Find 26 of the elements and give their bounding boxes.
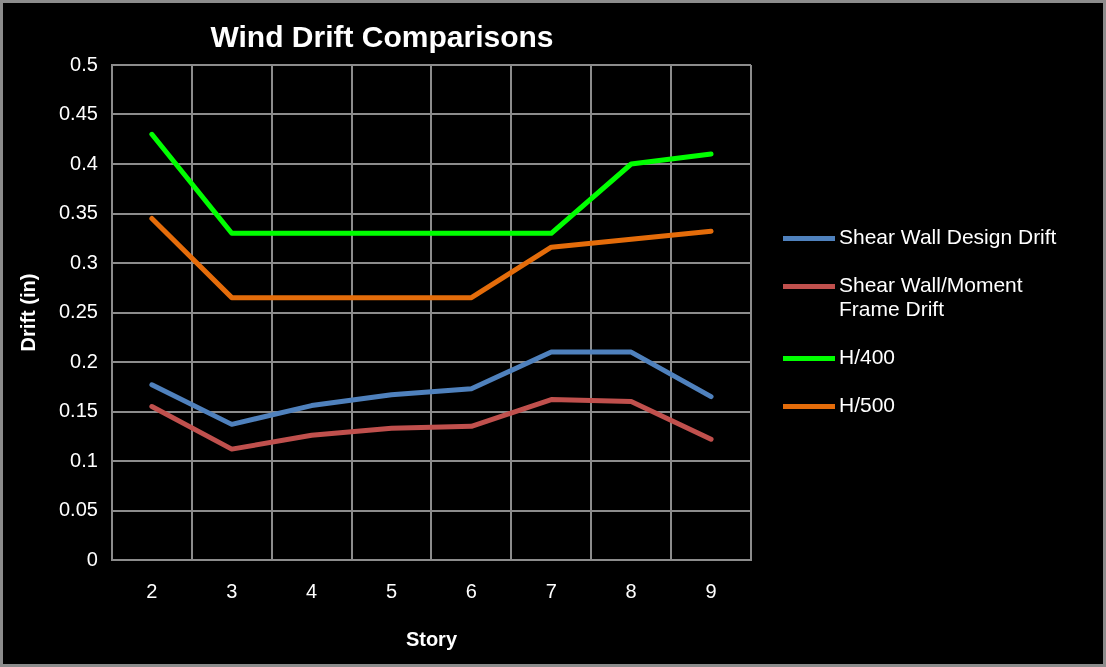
y-tick-label: 0.25	[58, 300, 98, 323]
y-tick-label: 0.4	[70, 151, 98, 174]
legend-label: H/500	[839, 393, 896, 417]
x-tick-label: 7	[545, 579, 557, 602]
x-tick-label: 9	[705, 579, 717, 602]
y-tick-label: 0.15	[58, 399, 98, 422]
x-tick-label: 6	[465, 579, 477, 602]
y-tick-label: 0.2	[70, 349, 98, 372]
legend-label: Shear Wall Design Drift	[839, 225, 1057, 249]
x-tick-label: 3	[226, 579, 238, 602]
y-tick-label: 0.1	[70, 448, 98, 471]
legend-label: Shear Wall/Moment Frame Drift	[839, 273, 1024, 321]
y-tick-label: 0.3	[70, 250, 98, 273]
y-tick-label: 0.45	[58, 102, 98, 125]
x-tick-label: 8	[625, 579, 637, 602]
y-tick-label: 0	[86, 547, 98, 570]
y-tick-label: 0.35	[58, 201, 98, 224]
x-tick-label: 4	[306, 579, 318, 602]
y-tick-label: 0.5	[70, 52, 98, 75]
x-tick-label: 5	[385, 579, 398, 602]
chart-title: Wind Drift Comparisons	[210, 20, 554, 54]
x-axis-title: Story	[405, 627, 458, 650]
y-tick-label: 0.05	[58, 498, 98, 521]
legend-label: H/400	[839, 345, 896, 369]
x-tick-label: 2	[146, 579, 158, 602]
y-axis-title: Drift (in)	[16, 273, 39, 352]
